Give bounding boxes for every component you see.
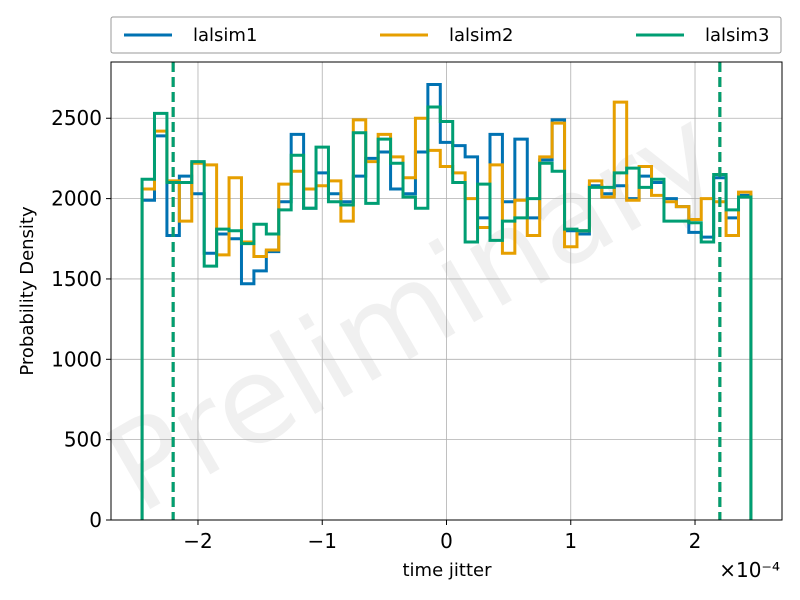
y-tick-label: 500 xyxy=(64,428,102,452)
legend-entry-lalsim3: lalsim3 xyxy=(636,25,769,46)
series-lalsim3 xyxy=(140,105,753,520)
y-axis-label: Probability Density xyxy=(17,206,38,376)
x-tick-label: 2 xyxy=(689,529,702,553)
legend-label-lalsim1: lalsim1 xyxy=(193,25,257,46)
dashed-markers xyxy=(171,62,722,520)
y-tick-label: 1500 xyxy=(51,267,102,291)
legend-label-lalsim3: lalsim3 xyxy=(705,25,769,46)
legend-entry-lalsim1: lalsim1 xyxy=(124,25,257,46)
x-tick-label: 0 xyxy=(440,529,453,553)
x-tick-label: −1 xyxy=(307,529,336,553)
y-tick-label: 0 xyxy=(89,508,102,532)
y-ticks: 0 500 1000 1500 2000 2500 xyxy=(51,106,111,532)
x-tick-label: 1 xyxy=(564,529,577,553)
legend: lalsim1 lalsim2 lalsim3 xyxy=(110,16,782,54)
legend-entry-lalsim2: lalsim2 xyxy=(380,25,513,46)
y-tick-label: 1000 xyxy=(51,347,102,371)
x-tick-label: −2 xyxy=(183,529,212,553)
y-tick-label: 2000 xyxy=(51,187,102,211)
y-tick-label: 2500 xyxy=(51,106,102,130)
series-layer xyxy=(140,82,753,520)
legend-frame xyxy=(110,16,782,54)
x-offset-label: ×10⁻⁴ xyxy=(719,558,780,582)
x-ticks: −2 −1 0 1 2 xyxy=(183,520,701,553)
legend-label-lalsim2: lalsim2 xyxy=(449,25,513,46)
x-axis-label: time jitter xyxy=(403,560,493,581)
